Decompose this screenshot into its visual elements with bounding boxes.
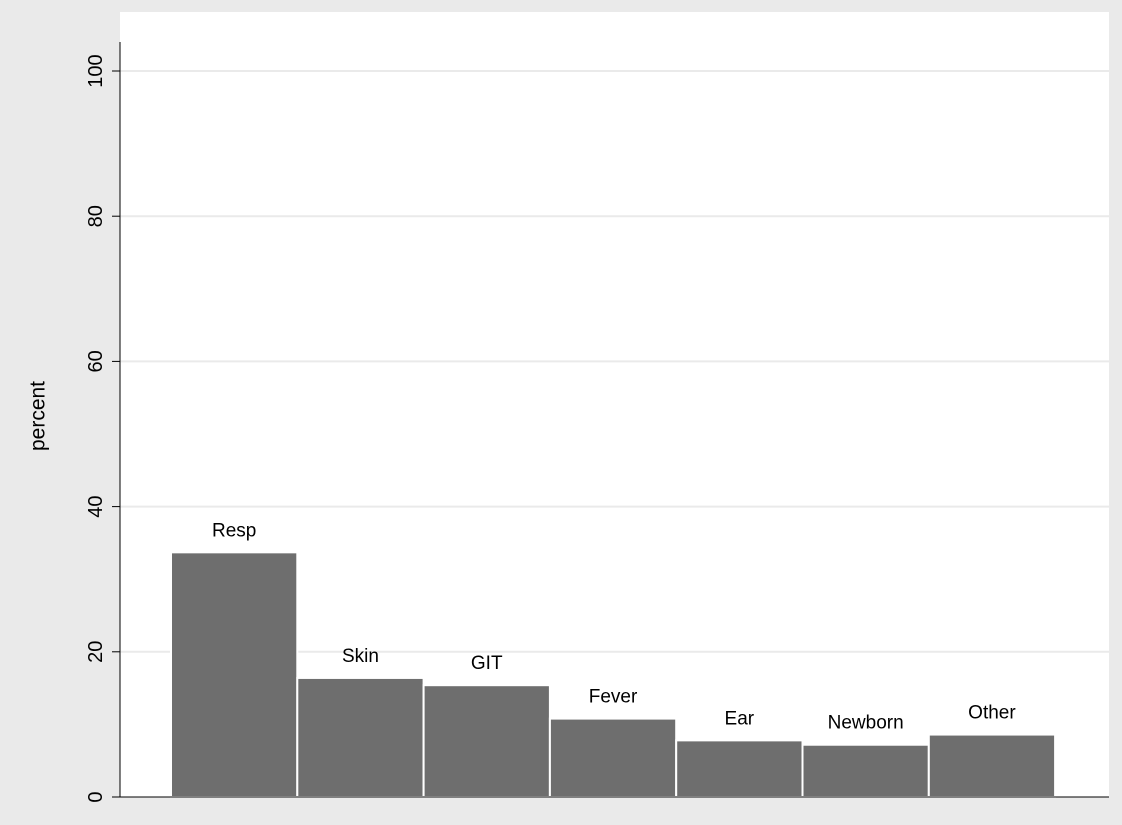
bar <box>296 676 425 798</box>
bar <box>801 743 930 799</box>
bar <box>170 551 299 799</box>
bar <box>548 717 678 798</box>
bar-labels: Resp Skin GIT Fever Ear Newborn Other <box>212 520 1016 733</box>
bar-label: Ear <box>725 708 755 729</box>
y-tick-label: 60 <box>85 350 107 372</box>
y-tick-label: 80 <box>85 205 107 227</box>
y-tick-label: 40 <box>85 495 107 517</box>
y-tick-label: 100 <box>85 54 107 87</box>
bars <box>170 551 1057 799</box>
y-tick-label: 20 <box>85 641 107 663</box>
y-axis-ticks: 0 20 40 60 80 100 <box>85 54 120 803</box>
bar-label: Newborn <box>828 713 904 734</box>
bar-label: Other <box>968 703 1016 724</box>
bar <box>422 684 551 798</box>
bar-label: GIT <box>471 653 503 674</box>
bar-label: Resp <box>212 520 256 541</box>
y-axis-title: percent <box>27 381 50 451</box>
bar-label: Fever <box>589 687 638 708</box>
y-tick-label: 0 <box>85 791 107 802</box>
bar <box>927 733 1057 799</box>
bar <box>675 739 804 799</box>
bar-label: Skin <box>342 646 379 667</box>
